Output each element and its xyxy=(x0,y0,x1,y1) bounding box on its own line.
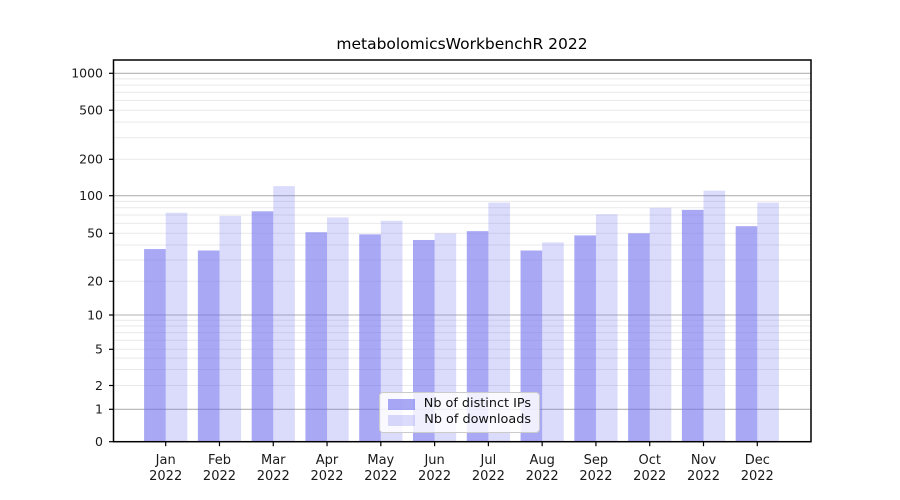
x-tick-label-nov: Nov xyxy=(691,453,717,468)
x-tick-label-apr: Apr xyxy=(316,453,339,468)
legend: Nb of distinct IPs Nb of downloads xyxy=(379,392,540,433)
x-tick-label-nov-year: 2022 xyxy=(687,469,720,484)
legend-swatch-distinct-ips xyxy=(388,399,415,411)
bar-dec-nb-of-downloads xyxy=(757,202,779,442)
y-tick-label-200: 200 xyxy=(79,152,103,167)
x-tick-label-oct: Oct xyxy=(638,453,660,468)
x-tick-label-jan-year: 2022 xyxy=(149,469,182,484)
x-tick-label-jun: Jun xyxy=(423,453,444,468)
x-tick-label-feb: Feb xyxy=(208,453,231,468)
y-tick-label-1000: 1000 xyxy=(71,66,103,81)
bar-sep-nb-of-downloads xyxy=(595,214,618,442)
bar-nov-nb-of-distinct-ips xyxy=(681,209,704,442)
x-tick-label-oct-year: 2022 xyxy=(633,469,666,484)
x-tick-label-jul: Jul xyxy=(480,453,497,468)
y-tick-label-100: 100 xyxy=(79,188,103,203)
y-tick-label-5: 5 xyxy=(95,342,103,357)
y-tick-label-50: 50 xyxy=(87,226,103,241)
x-tick-label-feb-year: 2022 xyxy=(203,469,236,484)
y-tick-label-0: 0 xyxy=(95,434,103,449)
y-tick-label-20: 20 xyxy=(87,274,103,289)
bar-jul-nb-of-distinct-ips xyxy=(466,231,489,442)
plot-border xyxy=(112,59,812,443)
x-tick-label-mar: Mar xyxy=(261,453,286,468)
y-tick-label-10: 10 xyxy=(87,307,103,322)
x-tick-label-dec-year: 2022 xyxy=(741,469,774,484)
bar-aug-nb-of-downloads xyxy=(542,242,564,442)
x-tick-label-may-year: 2022 xyxy=(364,469,397,484)
x-tick-label-jul-year: 2022 xyxy=(472,469,505,484)
bar-mar-nb-of-downloads xyxy=(273,186,295,442)
bar-feb-nb-of-downloads xyxy=(219,215,242,442)
bar-may-nb-of-distinct-ips xyxy=(359,234,381,442)
bar-oct-nb-of-downloads xyxy=(649,207,672,442)
legend-label-downloads: Nb of downloads xyxy=(424,412,531,428)
legend-swatch-downloads xyxy=(388,414,416,426)
legend-item-downloads: Nb of downloads xyxy=(388,412,531,428)
bar-jan-nb-of-downloads xyxy=(165,212,188,442)
legend-label-distinct-ips: Nb of distinct IPs xyxy=(423,396,531,412)
x-tick-label-aug: Aug xyxy=(529,453,554,468)
x-tick-label-jan: Jan xyxy=(155,453,176,468)
bar-nov-nb-of-downloads xyxy=(703,190,726,442)
bar-oct-nb-of-distinct-ips xyxy=(628,233,650,442)
x-tick-label-sep: Sep xyxy=(584,453,609,468)
x-tick-label-may: May xyxy=(367,453,394,468)
bar-apr-nb-of-downloads xyxy=(327,217,349,442)
bar-jun-nb-of-distinct-ips xyxy=(413,239,435,442)
x-tick-label-jun-year: 2022 xyxy=(418,469,451,484)
bar-jan-nb-of-distinct-ips xyxy=(144,249,166,442)
legend-item-distinct-ips: Nb of distinct IPs xyxy=(388,396,531,412)
x-tick-label-sep-year: 2022 xyxy=(579,469,612,484)
bar-feb-nb-of-distinct-ips xyxy=(197,250,220,442)
bar-sep-nb-of-distinct-ips xyxy=(574,235,596,442)
bar-may-nb-of-downloads xyxy=(380,220,403,442)
bar-dec-nb-of-distinct-ips xyxy=(735,226,758,442)
y-tick-label-2: 2 xyxy=(95,378,103,393)
bar-jun-nb-of-downloads xyxy=(434,233,457,442)
x-tick-label-mar-year: 2022 xyxy=(257,469,290,484)
bar-mar-nb-of-distinct-ips xyxy=(251,211,274,442)
chart-title: metabolomicsWorkbenchR 2022 xyxy=(336,35,588,53)
x-tick-label-apr-year: 2022 xyxy=(310,469,343,484)
y-tick-label-1: 1 xyxy=(95,402,103,417)
bar-jul-nb-of-downloads xyxy=(488,202,510,442)
x-tick-label-aug-year: 2022 xyxy=(526,469,559,484)
bar-apr-nb-of-distinct-ips xyxy=(305,232,328,442)
x-tick-label-dec: Dec xyxy=(745,453,770,468)
y-tick-label-500: 500 xyxy=(79,103,103,118)
